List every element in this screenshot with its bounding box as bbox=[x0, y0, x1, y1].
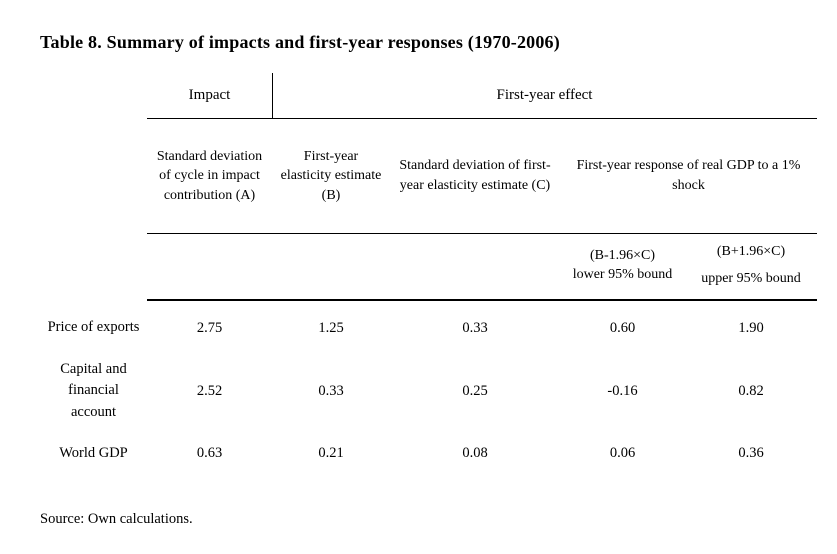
column-header-elasticity-estimate: First-year elasticity estimate (B) bbox=[280, 148, 382, 203]
rule-under-top-header bbox=[147, 118, 817, 119]
cell-impact-a: 2.52 bbox=[196, 382, 223, 399]
column-header-std-dev-impact: Standard deviation of cycle in impact co… bbox=[156, 148, 263, 203]
header-impact: Impact bbox=[188, 87, 231, 103]
cell-lower-bound: -0.16 bbox=[607, 382, 638, 399]
cell-upper-bound: 0.36 bbox=[738, 445, 764, 461]
cell-elasticity-b: 1.25 bbox=[318, 319, 344, 336]
column-header-gdp-response: First-year response of real GDP to a 1% … bbox=[576, 158, 801, 193]
cell-elasticity-b: 0.33 bbox=[318, 382, 344, 399]
header-first-year-effect: First-year effect bbox=[496, 87, 593, 103]
table-row: Price of exports 2.75 1.25 0.33 0.60 1.9… bbox=[40, 300, 817, 356]
upper-bound-formula: (B+1.96×C) bbox=[716, 244, 786, 260]
rule-under-column-headers bbox=[147, 233, 817, 234]
cell-upper-bound: 0.82 bbox=[738, 382, 764, 399]
cell-std-dev-c: 0.08 bbox=[462, 445, 488, 461]
table-column-header-row: Standard deviation of cycle in impact co… bbox=[147, 119, 817, 233]
cell-upper-bound: 1.90 bbox=[738, 319, 764, 336]
table-top-header-row: Impact First-year effect bbox=[147, 73, 817, 118]
source-note: Source: Own calculations. bbox=[40, 511, 193, 527]
row-label: Capital and financial account bbox=[60, 361, 127, 420]
upper-bound-header: (B+1.96×C) upper 95% bound bbox=[685, 243, 817, 289]
table-title: Table 8. Summary of impacts and first-ye… bbox=[40, 32, 560, 52]
row-label: World GDP bbox=[59, 444, 128, 461]
rule-above-data bbox=[147, 299, 817, 301]
bounds-header-row: (B-1.96×C) lower 95% bound (B+1.96×C) up… bbox=[560, 233, 817, 299]
upper-bound-label: upper 95% bound bbox=[701, 271, 801, 286]
lower-bound-formula: (B-1.96×C) bbox=[589, 248, 656, 264]
cell-lower-bound: 0.06 bbox=[609, 445, 636, 461]
cell-impact-a: 0.63 bbox=[196, 445, 223, 461]
lower-bound-header: (B-1.96×C) lower 95% bound bbox=[560, 247, 685, 285]
cell-lower-bound: 0.60 bbox=[609, 319, 636, 336]
cell-std-dev-c: 0.33 bbox=[462, 319, 488, 336]
cell-std-dev-c: 0.25 bbox=[462, 382, 488, 399]
lower-bound-label: lower 95% bound bbox=[572, 267, 673, 282]
cell-elasticity-b: 0.21 bbox=[318, 445, 344, 461]
table-row: Capital and financial account 2.52 0.33 … bbox=[40, 356, 817, 426]
table-row: World GDP 0.63 0.21 0.08 0.06 0.36 bbox=[40, 426, 817, 481]
row-label: Price of exports bbox=[47, 319, 140, 336]
cell-impact-a: 2.75 bbox=[196, 319, 223, 336]
column-header-std-dev-elasticity: Standard deviation of first-year elastic… bbox=[399, 158, 551, 193]
header-vertical-divider bbox=[272, 73, 273, 118]
